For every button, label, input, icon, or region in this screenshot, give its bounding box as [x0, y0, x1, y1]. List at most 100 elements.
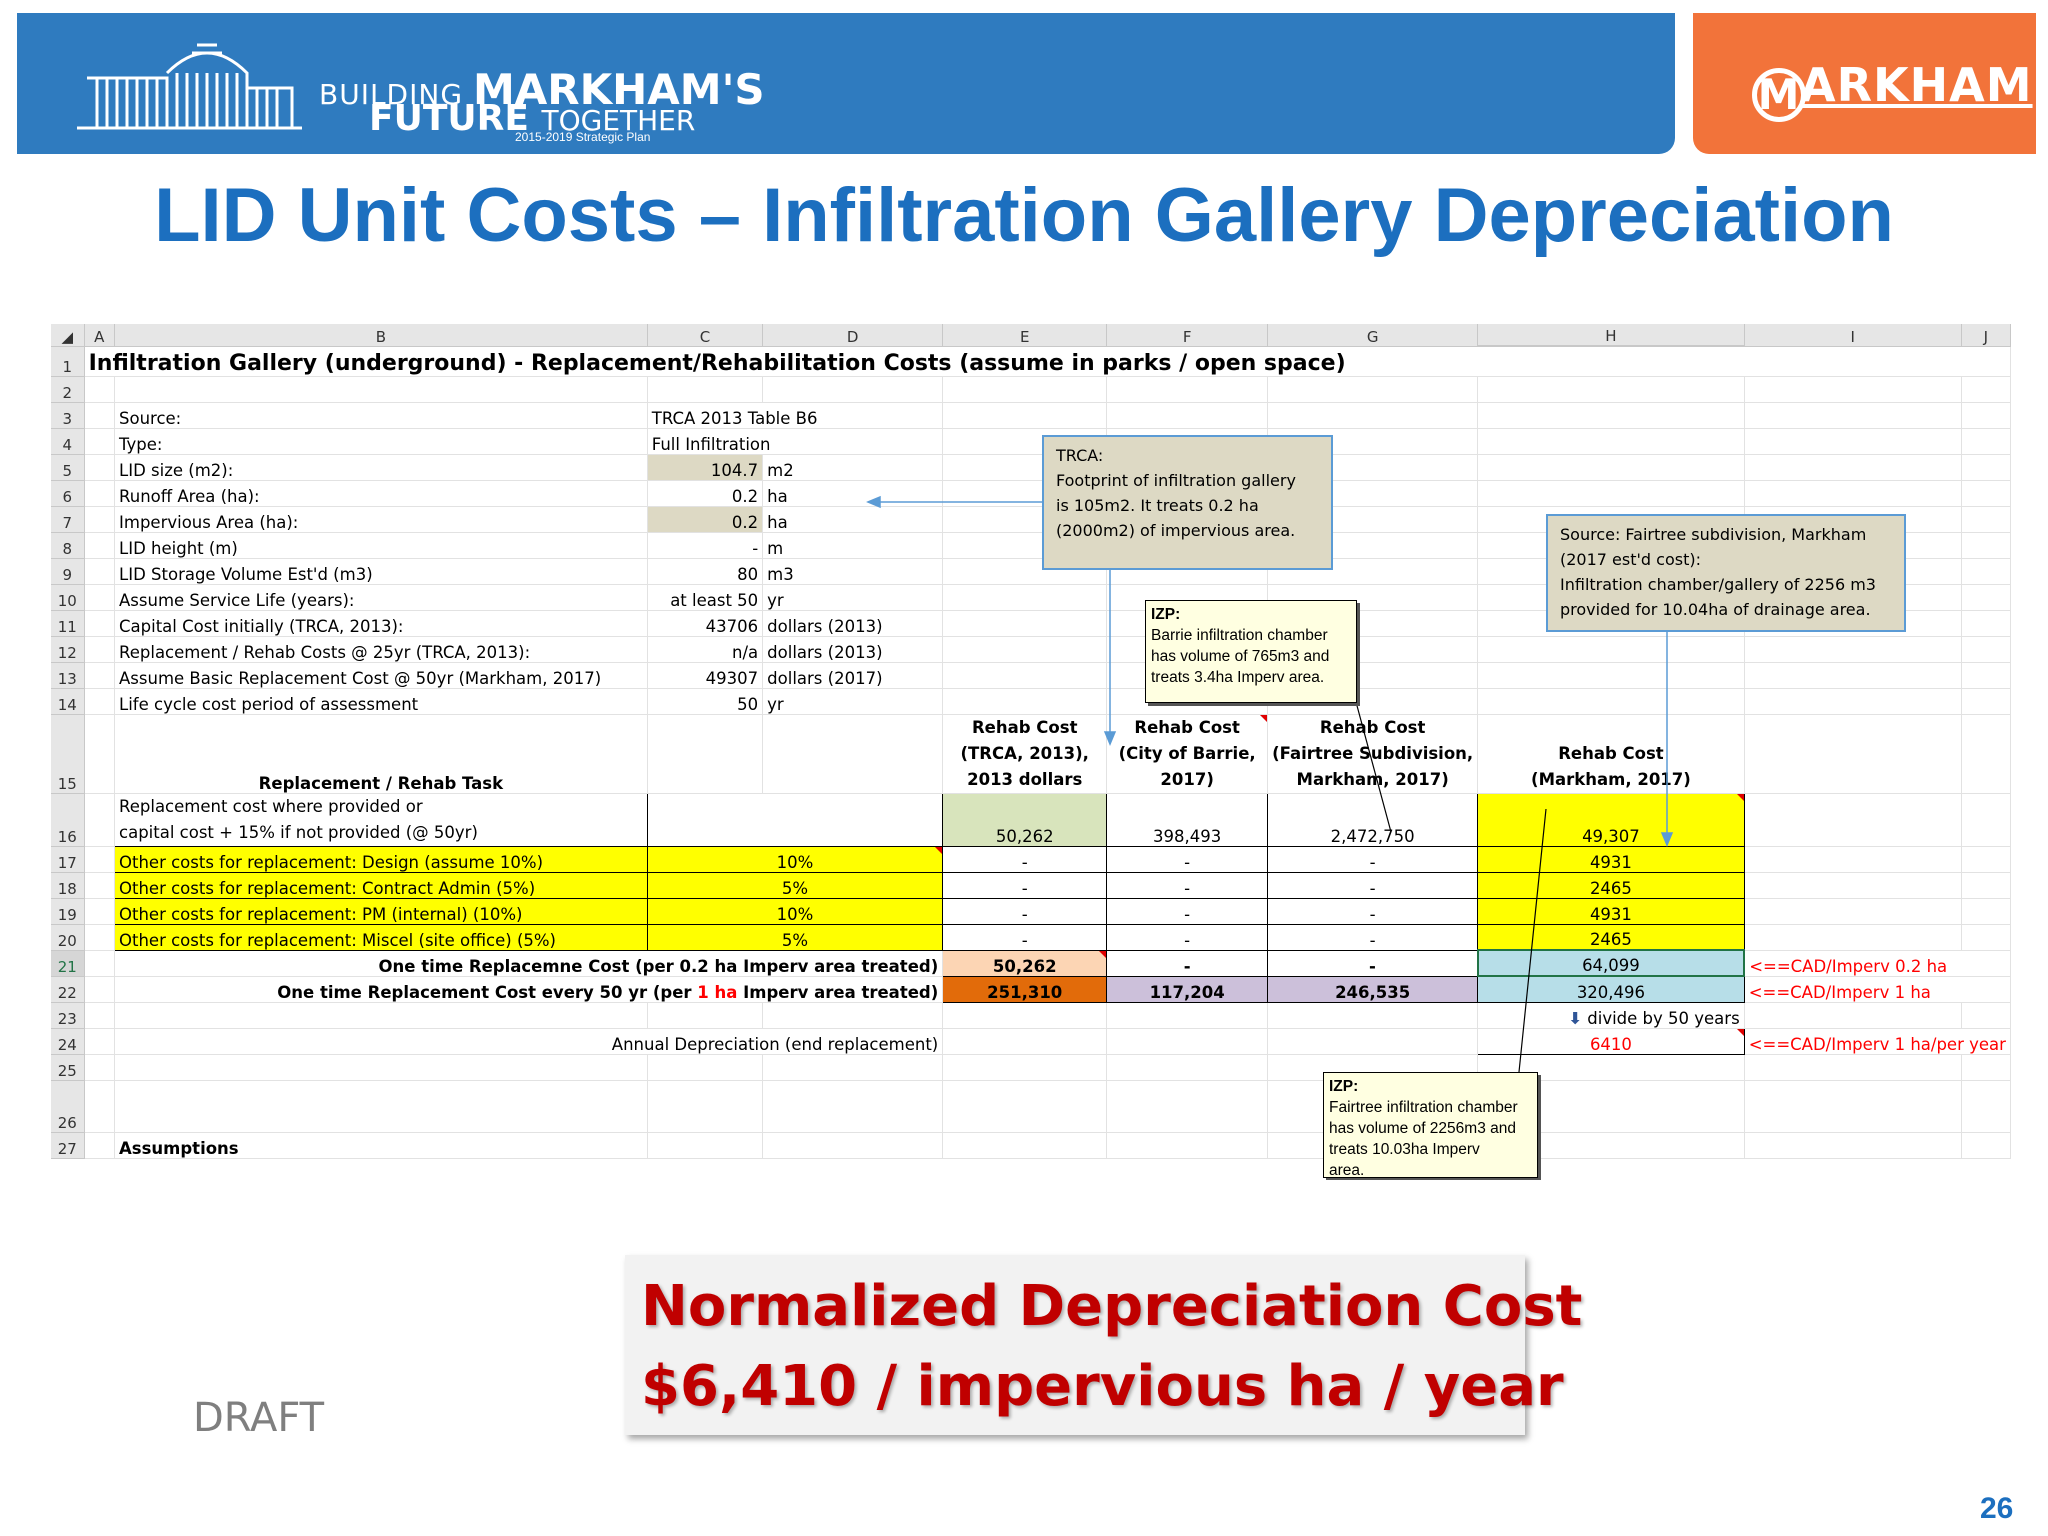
row-header[interactable]: 17	[51, 846, 85, 873]
cell-unit[interactable]: yr	[762, 688, 944, 715]
cell-value[interactable]: 320,496	[1477, 975, 1745, 1003]
row-header[interactable]: 1	[51, 346, 85, 377]
cell-value[interactable]: -	[1106, 897, 1269, 925]
cell-value[interactable]: n/a	[647, 636, 764, 663]
column-title-fairtree[interactable]: Rehab Cost (Fairtree Subdivision, Markham,…	[1267, 714, 1479, 794]
cell-value[interactable]: -	[942, 897, 1108, 925]
sheet-title[interactable]: Infiltration Gallery (underground) - Rep…	[84, 346, 2011, 377]
cell-unit[interactable]: m2	[762, 454, 944, 481]
cell-label[interactable]: LID height (m)	[114, 532, 648, 559]
col-header[interactable]: I	[1744, 324, 1962, 347]
task-cell[interactable]: Replacement cost where provided or capita…	[114, 792, 648, 847]
cell-value[interactable]: 4931	[1477, 897, 1745, 925]
col-header[interactable]: B	[114, 324, 648, 347]
cell-value[interactable]: -	[942, 845, 1108, 873]
pct-cell[interactable]: 5%	[646, 871, 944, 899]
cell-label[interactable]: Replacement / Rehab Costs @ 25yr (TRCA, …	[114, 636, 648, 663]
row-header[interactable]: 23	[51, 1002, 85, 1029]
cell-label[interactable]: Type:	[114, 428, 648, 455]
cell-value[interactable]: 50,262	[942, 792, 1108, 847]
select-all-corner[interactable]: ◢	[51, 324, 85, 347]
cell-value[interactable]: at least 50	[647, 584, 764, 611]
cell-unit[interactable]: m	[762, 532, 944, 559]
row-header[interactable]: 4	[51, 428, 85, 455]
cell-value[interactable]: 246,535	[1267, 975, 1479, 1003]
total-label[interactable]: One time Replacement Cost every 50 yr (p…	[114, 976, 944, 1003]
cell-label[interactable]: LID size (m2):	[114, 454, 648, 481]
row-header[interactable]: 25	[51, 1054, 85, 1081]
row-header[interactable]: 22	[51, 976, 85, 1003]
total-label[interactable]: One time Replacemne Cost (per 0.2 ha Imp…	[114, 950, 944, 977]
col-header-selected[interactable]: H	[1477, 324, 1745, 347]
cell-value[interactable]: -	[1106, 871, 1269, 899]
row-header[interactable]: 2	[51, 376, 85, 403]
cell-value[interactable]: 2465	[1477, 871, 1745, 899]
cell-note[interactable]: <==CAD/Imperv 1 ha/per year	[1744, 1028, 2011, 1055]
cell-label[interactable]: Assumptions	[114, 1132, 648, 1159]
cell-value[interactable]: 50,262	[942, 949, 1108, 977]
col-header[interactable]: A	[84, 324, 116, 347]
cell-value[interactable]: 104.7	[647, 454, 764, 481]
row-header[interactable]: 11	[51, 610, 85, 637]
cell-value[interactable]: 6410	[1477, 1027, 1745, 1055]
cell-label[interactable]: Assume Service Life (years):	[114, 584, 648, 611]
selected-cell[interactable]: 64,099	[1476, 949, 1746, 977]
cell-value[interactable]: 0.2	[647, 506, 764, 533]
izp-barrie-comment[interactable]: IZP: Barrie infiltration chamber has volu…	[1145, 600, 1357, 703]
cell-value[interactable]: -	[1106, 923, 1269, 951]
pct-cell[interactable]	[646, 792, 944, 847]
cell-unit[interactable]: dollars (2013)	[762, 610, 944, 637]
row-header[interactable]: 5	[51, 454, 85, 481]
row-header[interactable]: 8	[51, 532, 85, 559]
column-title-markham[interactable]: Rehab Cost (Markham, 2017)	[1477, 714, 1745, 794]
task-cell[interactable]: Other costs for replacement: Miscel (sit…	[114, 923, 648, 951]
cell-value[interactable]: -	[1106, 845, 1269, 873]
pct-cell[interactable]: 10%	[646, 897, 944, 925]
cell-value[interactable]: -	[1267, 897, 1479, 925]
row-header[interactable]: 3	[51, 402, 85, 429]
cell-value[interactable]: 49,307	[1477, 792, 1745, 847]
cell-value[interactable]: 43706	[647, 610, 764, 637]
row-header[interactable]: 9	[51, 558, 85, 585]
task-cell[interactable]: Other costs for replacement: Design (ass…	[114, 845, 648, 873]
task-header[interactable]: Replacement / Rehab Task	[114, 714, 648, 794]
cell-label[interactable]: Life cycle cost period of assessment	[114, 688, 648, 715]
cell-label[interactable]: Assume Basic Replacement Cost @ 50yr (Ma…	[114, 662, 648, 689]
cell-label[interactable]: Runoff Area (ha):	[114, 480, 648, 507]
row-header[interactable]: 26	[51, 1080, 85, 1133]
cell-label[interactable]: Source:	[114, 402, 648, 429]
row-header[interactable]: 24	[51, 1028, 85, 1055]
row-header[interactable]: 27	[51, 1132, 85, 1159]
row-header[interactable]: 15	[51, 714, 85, 794]
cell-value[interactable]: -	[942, 871, 1108, 899]
col-header[interactable]: G	[1267, 324, 1479, 347]
cell-note[interactable]: <==CAD/Imperv 1 ha	[1744, 976, 2011, 1003]
cell-unit[interactable]: m3	[762, 558, 944, 585]
cell-label[interactable]: Annual Depreciation (end replacement)	[114, 1028, 944, 1055]
cell-value[interactable]: 2465	[1477, 923, 1745, 951]
cell-value[interactable]: 398,493	[1106, 792, 1269, 847]
cell-unit[interactable]: yr	[762, 584, 944, 611]
cell-value[interactable]: -	[1267, 923, 1479, 951]
row-header[interactable]: 14	[51, 688, 85, 715]
row-header[interactable]: 16	[51, 793, 85, 847]
row-header[interactable]: 18	[51, 872, 85, 899]
row-header[interactable]: 13	[51, 662, 85, 689]
cell-unit[interactable]: dollars (2013)	[762, 636, 944, 663]
row-header[interactable]: 20	[51, 924, 85, 951]
col-header[interactable]: C	[647, 324, 764, 347]
cell-unit[interactable]: ha	[762, 506, 944, 533]
row-header-selected[interactable]: 21	[51, 950, 85, 977]
cell-note[interactable]: <==CAD/Imperv 0.2 ha	[1744, 950, 2011, 977]
cell-value[interactable]: 2,472,750	[1267, 792, 1479, 847]
column-title-barrie[interactable]: Rehab Cost (City of Barrie, 2017)	[1106, 714, 1269, 794]
col-header[interactable]: D	[762, 324, 944, 347]
izp-fairtree-comment[interactable]: IZP: Fairtree infiltration chamber has vo…	[1323, 1072, 1538, 1179]
cell-label[interactable]: LID Storage Volume Est'd (m3)	[114, 558, 648, 585]
trca-note[interactable]: TRCA: Footprint of infiltration gallery is…	[1042, 435, 1333, 570]
cell-value[interactable]: -	[647, 532, 764, 559]
cell-label[interactable]: Impervious Area (ha):	[114, 506, 648, 533]
task-cell[interactable]: Other costs for replacement: Contract Ad…	[114, 871, 648, 899]
cell-value[interactable]: 117,204	[1106, 975, 1269, 1003]
cell-label[interactable]: Capital Cost initially (TRCA, 2013):	[114, 610, 648, 637]
